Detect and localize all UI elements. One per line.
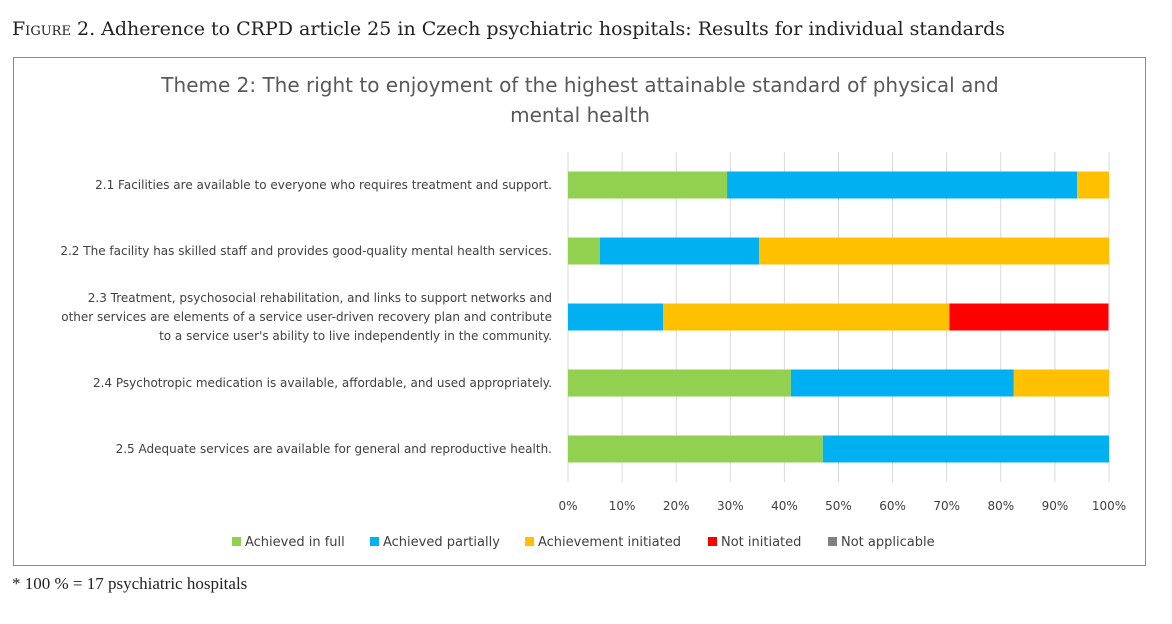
legend-label: Achieved in full bbox=[245, 535, 345, 550]
category-label: 2.3 Treatment, psychosocial rehabilitati… bbox=[88, 291, 552, 305]
legend-swatch bbox=[370, 537, 379, 546]
bar-segment bbox=[1077, 171, 1109, 199]
bar-segment bbox=[568, 435, 823, 463]
x-tick-label: 70% bbox=[933, 499, 960, 513]
x-tick-label: 30% bbox=[717, 499, 744, 513]
bar-segment bbox=[568, 237, 600, 265]
x-tick-label: 60% bbox=[879, 499, 906, 513]
bar-segment bbox=[568, 171, 728, 199]
x-tick-label: 40% bbox=[771, 499, 798, 513]
category-label: 2.5 Adequate services are available for … bbox=[116, 442, 552, 456]
legend-label: Not applicable bbox=[841, 535, 935, 550]
chart-title-line: mental health bbox=[510, 103, 650, 127]
bar-segment bbox=[663, 303, 950, 331]
chart-title-line: Theme 2: The right to enjoyment of the h… bbox=[160, 73, 998, 97]
figure-caption-text: Adherence to CRPD article 25 in Czech ps… bbox=[101, 18, 1006, 40]
x-tick-label: 0% bbox=[558, 499, 577, 513]
bar-segment bbox=[758, 237, 1109, 265]
x-tick-label: 10% bbox=[609, 499, 636, 513]
figure-number: Figure 2. bbox=[12, 18, 96, 40]
figure-caption: Figure 2. Adherence to CRPD article 25 i… bbox=[12, 18, 1005, 40]
bar-segment bbox=[1013, 369, 1109, 397]
bar-segment bbox=[568, 303, 664, 331]
category-label: 2.1 Facilities are available to everyone… bbox=[95, 178, 552, 192]
x-tick-label: 80% bbox=[987, 499, 1014, 513]
legend-swatch bbox=[828, 537, 837, 546]
category-label: to a service user's ability to live inde… bbox=[159, 329, 552, 343]
bar-segment bbox=[949, 303, 1109, 331]
legend-swatch bbox=[708, 537, 717, 546]
legend-swatch bbox=[232, 537, 241, 546]
bar-segment bbox=[568, 369, 791, 397]
category-label: other services are elements of a service… bbox=[61, 310, 552, 324]
legend-label: Achievement initiated bbox=[538, 535, 681, 550]
legend-label: Not initiated bbox=[721, 535, 801, 550]
category-label: 2.4 Psychotropic medication is available… bbox=[93, 376, 552, 390]
legend-label: Achieved partially bbox=[383, 535, 500, 550]
footnote: * 100 % = 17 psychiatric hospitals bbox=[12, 574, 248, 593]
x-tick-label: 50% bbox=[825, 499, 852, 513]
bar-segment bbox=[822, 435, 1109, 463]
x-tick-label: 20% bbox=[663, 499, 690, 513]
legend-swatch bbox=[525, 537, 534, 546]
bar-segment bbox=[790, 369, 1014, 397]
category-label: 2.2 The facility has skilled staff and p… bbox=[60, 244, 552, 258]
x-tick-label: 100% bbox=[1092, 499, 1126, 513]
bar-segment bbox=[599, 237, 759, 265]
x-tick-label: 90% bbox=[1042, 499, 1069, 513]
bar-segment bbox=[727, 171, 1078, 199]
